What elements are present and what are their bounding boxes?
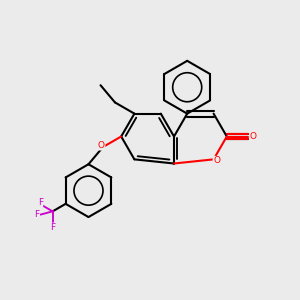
Text: O: O: [250, 132, 257, 141]
Text: F: F: [34, 210, 39, 219]
Text: F: F: [38, 198, 43, 207]
Text: O: O: [98, 141, 105, 150]
Text: O: O: [213, 156, 220, 165]
Text: F: F: [50, 223, 55, 232]
